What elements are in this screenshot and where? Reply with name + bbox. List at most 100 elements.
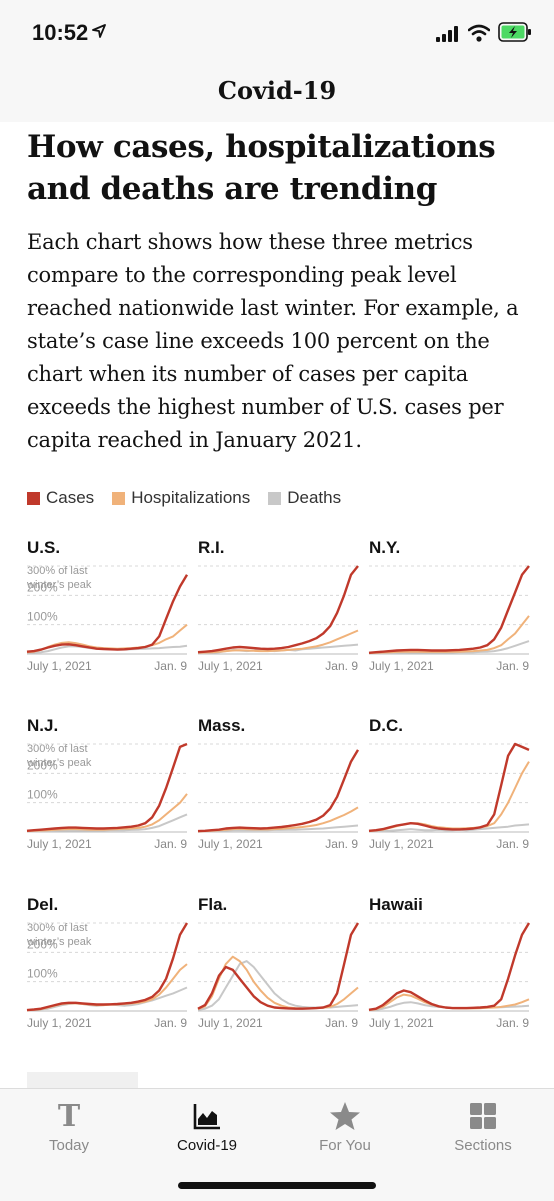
- svg-text:T: T: [58, 1101, 81, 1131]
- series-line-cases: [26, 574, 189, 653]
- chart-d-c: July 1, 2021 Jan. 9 D.C.: [368, 716, 530, 866]
- series-line-cases: [26, 922, 189, 1012]
- chart-legend: Cases Hospitalizations Deaths: [27, 487, 359, 509]
- chart-title: U.S.: [27, 538, 61, 557]
- x-tick-label: July 1, 2021: [27, 837, 92, 851]
- y-tick-label: 300% of last: [27, 565, 88, 577]
- chart-icon: [193, 1104, 220, 1130]
- series-line-cases: [368, 565, 530, 654]
- page-title: Covid-19: [217, 76, 337, 105]
- series-line-deaths: [197, 960, 359, 1011]
- tab-label: Today: [48, 1137, 90, 1154]
- x-tick-label: Jan. 9: [154, 659, 187, 673]
- legend-label: Hospitalizations: [131, 488, 251, 507]
- series-line-cases: [197, 749, 360, 833]
- status-bar: 10:52: [0, 0, 554, 64]
- wifi-icon: [468, 24, 490, 42]
- x-tick-label: Jan. 9: [154, 1016, 187, 1030]
- chart-plot: July 1, 2021 Jan. 9: [197, 565, 359, 673]
- chart-title: D.C.: [369, 716, 403, 735]
- x-tick-label: July 1, 2021: [369, 659, 434, 673]
- tab-today[interactable]: T Today: [0, 1089, 138, 1169]
- chart-mass: July 1, 2021 Jan. 9 Mass.: [197, 716, 360, 866]
- chart-plot: 100% 200% 300% of last winter’s peak July 1,…: [26, 922, 189, 1030]
- chart-title: R.I.: [198, 538, 225, 557]
- article-headline: How cases, hospitalizations and deaths a…: [27, 129, 496, 207]
- x-tick-label: July 1, 2021: [27, 1016, 92, 1030]
- content-placeholder: [27, 1072, 138, 1092]
- series-line-cases: [197, 922, 360, 1010]
- cellular-signal-icon: [436, 26, 458, 42]
- chart-u-s: 100% 200% 300% of last winter’s peak July 1,…: [26, 538, 189, 688]
- x-tick-label: July 1, 2021: [369, 837, 434, 851]
- x-tick-label: Jan. 9: [325, 837, 358, 851]
- location-arrow-icon: [92, 24, 106, 38]
- chart-title: Mass.: [198, 716, 246, 735]
- chart-n-y: July 1, 2021 Jan. 9 N.Y.: [368, 538, 530, 688]
- legend-swatch: [268, 491, 282, 505]
- legend-item-deaths: Deaths: [268, 488, 341, 508]
- x-tick-label: Jan. 9: [154, 837, 187, 851]
- series-line-cases: [197, 565, 359, 654]
- chart-plot: 100% 200% 300% of last winter’s peak July 1,…: [26, 742, 188, 851]
- tab-label: Covid-19: [176, 1137, 238, 1154]
- tab-covid-19[interactable]: Covid-19: [138, 1089, 276, 1169]
- series-line-cases: [368, 742, 530, 832]
- legend-label: Deaths: [287, 488, 342, 507]
- x-tick-label: July 1, 2021: [198, 837, 263, 851]
- x-tick-label: July 1, 2021: [198, 1016, 263, 1030]
- legend-item-cases: Cases: [27, 488, 94, 508]
- series-line-hospitalizations: [197, 955, 359, 1011]
- legend-swatch: [112, 491, 126, 505]
- chart-plot: July 1, 2021 Jan. 9: [368, 922, 531, 1030]
- article-intro: Each chart shows how these three metrics…: [27, 230, 519, 452]
- series-line-hospitalizations: [368, 615, 530, 655]
- chart-n-j: 100% 200% 300% of last winter’s peak July 1,…: [26, 716, 188, 866]
- chart-plot: July 1, 2021 Jan. 9: [368, 565, 530, 673]
- x-tick-label: Jan. 9: [325, 1016, 358, 1030]
- y-tick-label: 100%: [27, 788, 58, 802]
- y-tick-label: 100%: [27, 610, 58, 624]
- chart-fla: July 1, 2021 Jan. 9 Fla.: [197, 895, 360, 1045]
- tab-sections[interactable]: Sections: [414, 1089, 552, 1169]
- y-tick-label: winter’s peak: [26, 936, 92, 948]
- grid-icon: [470, 1103, 496, 1129]
- nav-header: Covid-19: [0, 64, 554, 122]
- y-tick-label: 100%: [27, 967, 58, 981]
- chart-title: Del.: [27, 895, 59, 914]
- chart-title: Hawaii: [369, 895, 423, 914]
- x-tick-label: Jan. 9: [496, 659, 529, 673]
- status-time: 10:52: [32, 20, 89, 45]
- chart-del: 100% 200% 300% of last winter’s peak July 1,…: [26, 895, 189, 1045]
- series-line-hospitalizations: [197, 629, 359, 654]
- star-icon: [330, 1102, 360, 1130]
- chart-plot: July 1, 2021 Jan. 9: [368, 742, 530, 851]
- nyt-logo-icon: T: [58, 1101, 81, 1131]
- y-tick-label: 300% of last: [27, 922, 88, 934]
- battery-charging-icon: [498, 22, 531, 42]
- series-line-cases: [368, 922, 531, 1011]
- y-tick-label: winter’s peak: [26, 579, 92, 591]
- legend-item-hospitalizations: Hospitalizations: [112, 488, 250, 508]
- chart-title: N.J.: [27, 716, 59, 735]
- x-tick-label: Jan. 9: [325, 659, 358, 673]
- chart-title: Fla.: [198, 895, 228, 914]
- chart-plot: 100% 200% 300% of last winter’s peak July 1,…: [26, 565, 189, 673]
- chart-hawaii: July 1, 2021 Jan. 9 Hawaii: [368, 895, 531, 1045]
- chart-plot: July 1, 2021 Jan. 9: [197, 922, 360, 1030]
- x-tick-label: July 1, 2021: [27, 659, 92, 673]
- chart-title: N.Y.: [369, 538, 401, 557]
- legend-swatch: [27, 491, 40, 505]
- tab-label: Sections: [454, 1137, 512, 1154]
- series-line-cases: [26, 742, 188, 832]
- y-tick-label: 200%: [27, 758, 58, 772]
- x-tick-label: Jan. 9: [496, 1016, 529, 1030]
- tab-for-you[interactable]: For You: [276, 1089, 414, 1169]
- x-tick-label: July 1, 2021: [369, 1016, 434, 1030]
- home-indicator: [178, 1182, 376, 1189]
- chart-r-i: July 1, 2021 Jan. 9 R.I.: [197, 538, 359, 688]
- legend-label: Cases: [46, 488, 95, 507]
- y-tick-label: 200%: [27, 937, 58, 951]
- tab-label: For You: [319, 1137, 371, 1154]
- chart-plot: July 1, 2021 Jan. 9: [197, 743, 360, 851]
